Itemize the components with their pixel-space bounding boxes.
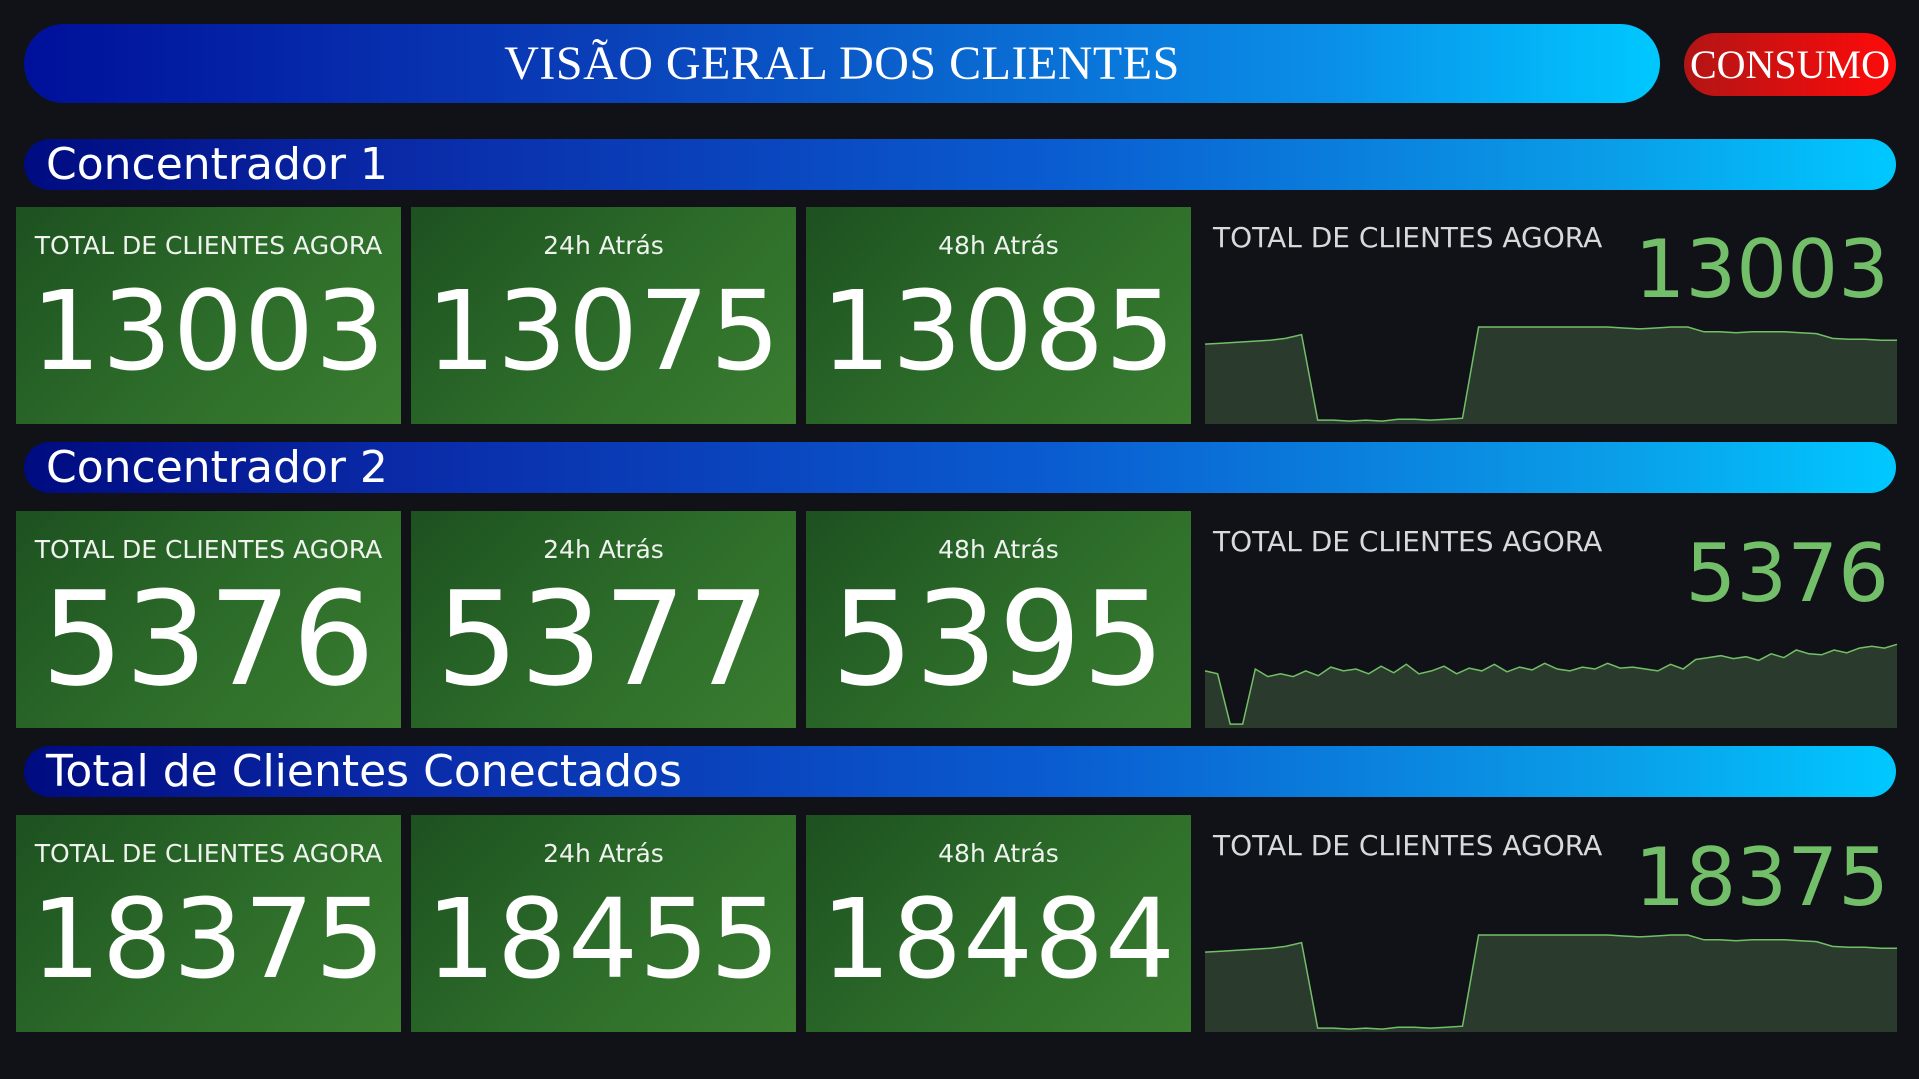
- sparkline-area: [1205, 644, 1897, 728]
- graph-label: TOTAL DE CLIENTES AGORA: [1213, 525, 1603, 558]
- stat-label: 48h Atrás: [938, 231, 1059, 260]
- stat-label: TOTAL DE CLIENTES AGORA: [34, 231, 383, 260]
- stat-value: 13003: [31, 267, 386, 395]
- stat-value: 18375: [31, 875, 386, 1003]
- graph-label: TOTAL DE CLIENTES AGORA: [1213, 221, 1603, 254]
- sparkline-area: [1205, 935, 1897, 1032]
- stat-48h-atras: 48h Atrás 13085: [806, 207, 1191, 424]
- sparkline-area: [1205, 327, 1897, 424]
- sparkline-chart: [1204, 934, 1897, 1032]
- stat-48h-atras: 48h Atrás 5395: [806, 511, 1191, 728]
- stat-value: 5377: [436, 563, 771, 715]
- stat-clientes-agora: TOTAL DE CLIENTES AGORA 18375: [16, 815, 401, 1032]
- consumo-button[interactable]: CONSUMO: [1684, 33, 1896, 96]
- graph-value: 5376: [1685, 527, 1889, 620]
- section-title: Concentrador 2: [46, 442, 388, 493]
- sparkline-chart: [1204, 643, 1898, 728]
- stat-label: TOTAL DE CLIENTES AGORA: [34, 535, 383, 564]
- stat-label: 48h Atrás: [938, 839, 1059, 868]
- graph-value: 13003: [1634, 223, 1890, 316]
- consumo-button-label: CONSUMO: [1689, 42, 1891, 87]
- section-title: Concentrador 1: [46, 139, 388, 190]
- stat-24h-atras: 24h Atrás 18455: [411, 815, 796, 1032]
- stat-24h-atras: 24h Atrás 5377: [411, 511, 796, 728]
- stat-value: 13085: [821, 267, 1176, 395]
- sparkline-line: [1204, 643, 1898, 725]
- section-header-concentrador-1: Concentrador 1: [24, 139, 1896, 190]
- stat-label: 24h Atrás: [543, 839, 664, 868]
- sparkline-chart: [1204, 326, 1897, 424]
- graph-label: TOTAL DE CLIENTES AGORA: [1213, 829, 1603, 862]
- graph-panel-concentrador-1: TOTAL DE CLIENTES AGORA 13003: [1203, 207, 1899, 424]
- page-title-text: VISÃO GERAL DOS CLIENTES: [504, 37, 1180, 90]
- stat-value: 18484: [821, 875, 1176, 1003]
- stat-24h-atras: 24h Atrás 13075: [411, 207, 796, 424]
- stat-label: 24h Atrás: [543, 231, 664, 260]
- page-title: VISÃO GERAL DOS CLIENTES: [24, 24, 1660, 103]
- sparkline-line: [1204, 934, 1897, 1030]
- stat-value: 5395: [831, 563, 1166, 715]
- stat-value: 13075: [426, 267, 781, 395]
- section-header-concentrador-2: Concentrador 2: [24, 442, 1896, 493]
- stat-value: 18455: [426, 875, 781, 1003]
- stat-48h-atras: 48h Atrás 18484: [806, 815, 1191, 1032]
- stat-label: 24h Atrás: [543, 535, 664, 564]
- graph-value: 18375: [1634, 831, 1890, 924]
- stat-label: TOTAL DE CLIENTES AGORA: [34, 839, 383, 868]
- section-header-total-clientes: Total de Clientes Conectados: [24, 746, 1896, 797]
- graph-panel-total-clientes: TOTAL DE CLIENTES AGORA 18375: [1203, 815, 1899, 1032]
- stat-clientes-agora: TOTAL DE CLIENTES AGORA 5376: [16, 511, 401, 728]
- sparkline-line: [1204, 326, 1897, 422]
- section-title: Total de Clientes Conectados: [46, 746, 682, 797]
- stat-value: 5376: [41, 563, 376, 715]
- stat-label: 48h Atrás: [938, 535, 1059, 564]
- graph-panel-concentrador-2: TOTAL DE CLIENTES AGORA 5376: [1203, 511, 1899, 728]
- stat-clientes-agora: TOTAL DE CLIENTES AGORA 13003: [16, 207, 401, 424]
